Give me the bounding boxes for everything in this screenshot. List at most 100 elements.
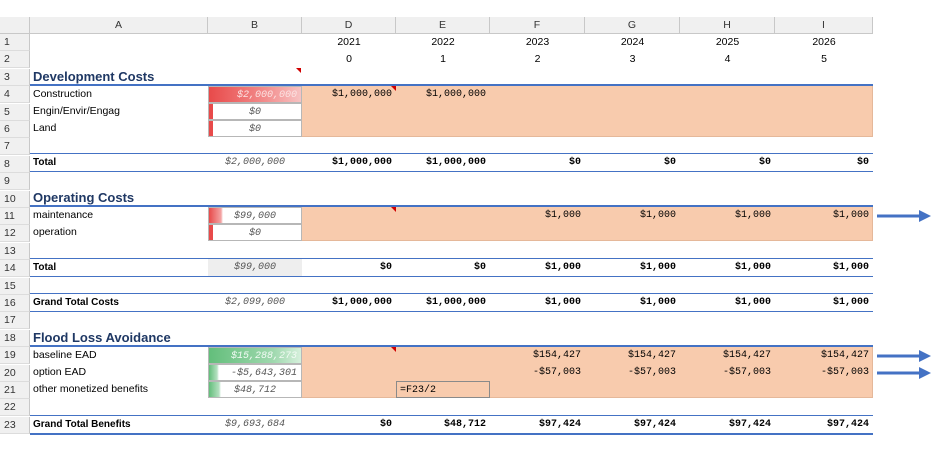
- row-header[interactable]: 14: [0, 260, 30, 278]
- section-title-flood-loss[interactable]: Flood Loss Avoidance: [33, 330, 171, 345]
- baseline-i[interactable]: $154,427: [820, 350, 869, 361]
- value-op-total[interactable]: $99,000: [208, 259, 302, 276]
- value-grand-total-benefits[interactable]: $9,693,684: [224, 419, 285, 430]
- column-header-i[interactable]: I: [775, 17, 873, 34]
- op-total-i[interactable]: $1,000: [832, 262, 869, 273]
- maintenance-h[interactable]: $1,000: [734, 210, 771, 221]
- grand-benefits-f[interactable]: $97,424: [538, 419, 581, 430]
- row-header[interactable]: 13: [0, 242, 30, 260]
- column-header-d[interactable]: D: [302, 17, 396, 34]
- row-header[interactable]: 21: [0, 382, 30, 399]
- row-header[interactable]: 22: [0, 399, 30, 417]
- label-operation[interactable]: operation: [33, 226, 77, 238]
- dev-total-h[interactable]: $0: [758, 157, 771, 168]
- value-grand-total-costs[interactable]: $2,099,000: [224, 297, 285, 308]
- label-dev-total[interactable]: Total: [33, 157, 57, 168]
- column-header-f[interactable]: F: [490, 17, 585, 34]
- grand-costs-d[interactable]: $1,000,000: [331, 297, 392, 308]
- row-header[interactable]: 7: [0, 138, 30, 156]
- index-e[interactable]: 1: [440, 53, 446, 65]
- op-total-e[interactable]: $0: [473, 262, 486, 273]
- baseline-f[interactable]: $154,427: [532, 350, 581, 361]
- grand-costs-i[interactable]: $1,000: [832, 297, 869, 308]
- grand-costs-g[interactable]: $1,000: [639, 297, 676, 308]
- section-title-development-costs[interactable]: Development Costs: [33, 69, 155, 84]
- grand-costs-e[interactable]: $1,000,000: [425, 297, 486, 308]
- year-i[interactable]: 2026: [812, 36, 836, 48]
- label-option-ead[interactable]: option EAD: [33, 366, 87, 378]
- input-range-flood[interactable]: [302, 347, 873, 398]
- row-header[interactable]: 17: [0, 312, 30, 330]
- section-title-operating-costs[interactable]: Operating Costs: [33, 190, 135, 205]
- grand-costs-f[interactable]: $1,000: [544, 297, 581, 308]
- row-header[interactable]: 18: [0, 329, 30, 347]
- value-construction-total[interactable]: $2,000,000: [208, 86, 302, 103]
- label-other-benefits[interactable]: other monetized benefits: [33, 383, 148, 395]
- op-total-g[interactable]: $1,000: [639, 262, 676, 273]
- row-header[interactable]: 23: [0, 416, 30, 434]
- row-header[interactable]: 19: [0, 347, 30, 365]
- maintenance-i[interactable]: $1,000: [832, 210, 869, 221]
- op-total-d[interactable]: $0: [379, 262, 392, 273]
- grand-benefits-d[interactable]: $0: [379, 419, 392, 430]
- row-header[interactable]: 20: [0, 364, 30, 382]
- row-header[interactable]: 5: [0, 103, 30, 121]
- value-land-total[interactable]: $0: [208, 120, 302, 137]
- value-baseline-ead[interactable]: $15,288,273: [208, 347, 302, 364]
- value-dev-total[interactable]: $2,000,000: [224, 157, 285, 168]
- label-maintenance[interactable]: maintenance: [33, 209, 94, 221]
- select-all-corner[interactable]: [0, 17, 30, 34]
- construction-d[interactable]: $1,000,000: [331, 89, 392, 100]
- row-header[interactable]: 9: [0, 173, 30, 191]
- baseline-g[interactable]: $154,427: [627, 350, 676, 361]
- year-h[interactable]: 2025: [715, 36, 740, 48]
- year-d[interactable]: 2021: [337, 36, 361, 48]
- option-f[interactable]: -$57,003: [532, 367, 581, 378]
- dev-total-i[interactable]: $0: [856, 157, 869, 168]
- row-header[interactable]: 6: [0, 121, 30, 138]
- label-construction[interactable]: Construction: [33, 88, 92, 100]
- row-header[interactable]: 4: [0, 86, 30, 104]
- comment-indicator[interactable]: [391, 86, 396, 91]
- index-d[interactable]: 0: [346, 53, 352, 65]
- grand-costs-h[interactable]: $1,000: [734, 297, 771, 308]
- column-header-e[interactable]: E: [396, 17, 490, 34]
- year-e[interactable]: 2022: [431, 36, 455, 48]
- op-total-f[interactable]: $1,000: [544, 262, 581, 273]
- dev-total-d[interactable]: $1,000,000: [331, 157, 392, 168]
- option-h[interactable]: -$57,003: [722, 367, 771, 378]
- column-header-b[interactable]: B: [208, 17, 302, 34]
- comment-indicator[interactable]: [391, 347, 396, 352]
- index-h[interactable]: 4: [724, 53, 731, 65]
- column-header-a[interactable]: A: [30, 17, 208, 34]
- year-f[interactable]: 2023: [525, 36, 550, 48]
- baseline-h[interactable]: $154,427: [722, 350, 771, 361]
- comment-indicator[interactable]: [391, 207, 396, 212]
- index-i[interactable]: 5: [821, 53, 827, 65]
- row-header[interactable]: 3: [0, 68, 30, 86]
- row-header[interactable]: 2: [0, 51, 30, 69]
- row-header[interactable]: 15: [0, 277, 30, 295]
- input-range-op[interactable]: [302, 207, 873, 241]
- column-header-h[interactable]: H: [680, 17, 775, 34]
- label-grand-total-benefits[interactable]: Grand Total Benefits: [33, 419, 131, 430]
- value-option-ead[interactable]: -$5,643,301: [208, 364, 302, 381]
- label-grand-total-costs[interactable]: Grand Total Costs: [33, 297, 119, 308]
- grand-benefits-g[interactable]: $97,424: [633, 419, 676, 430]
- dev-total-e[interactable]: $1,000,000: [425, 157, 486, 168]
- label-op-total[interactable]: Total: [33, 262, 57, 273]
- column-header-g[interactable]: G: [585, 17, 680, 34]
- comment-indicator[interactable]: [296, 68, 301, 73]
- row-header[interactable]: 8: [0, 155, 30, 173]
- grand-benefits-e[interactable]: $48,712: [443, 419, 486, 430]
- row-header[interactable]: 12: [0, 225, 30, 243]
- index-f[interactable]: 2: [534, 53, 541, 65]
- grand-benefits-h[interactable]: $97,424: [728, 419, 771, 430]
- other-benefits-formula-cell[interactable]: =F23/2: [396, 381, 490, 398]
- year-g[interactable]: 2024: [620, 36, 645, 48]
- row-header[interactable]: 10: [0, 190, 30, 208]
- label-baseline-ead[interactable]: baseline EAD: [33, 349, 97, 361]
- index-g[interactable]: 3: [629, 53, 636, 65]
- label-land[interactable]: Land: [33, 122, 57, 134]
- row-header[interactable]: 11: [0, 208, 30, 225]
